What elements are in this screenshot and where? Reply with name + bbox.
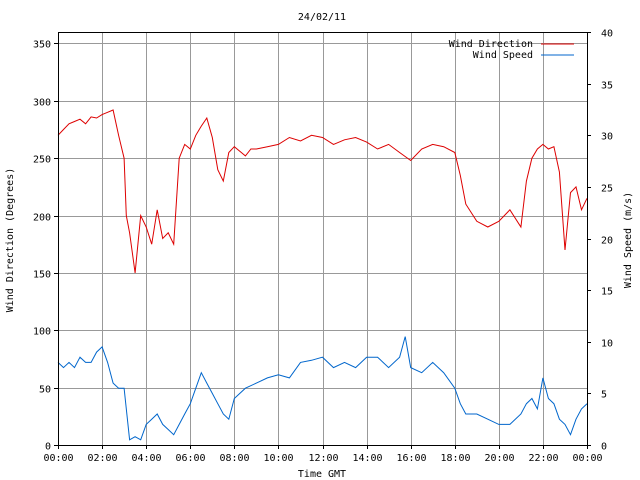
x-tick-label: 16:00 <box>396 453 426 464</box>
wind-direction-line <box>57 109 588 273</box>
y-tick-label-left: 150 <box>33 270 51 281</box>
y-tick-label-left: 250 <box>33 155 51 166</box>
legend-label: Wind Direction <box>449 39 533 50</box>
x-tick-label: 22:00 <box>528 453 558 464</box>
x-tick-label: 18:00 <box>440 453 470 464</box>
x-tick-label: 14:00 <box>352 453 382 464</box>
y-tick-label-left: 50 <box>39 385 51 396</box>
y-tick-label-right: 0 <box>601 442 607 453</box>
y-tick-label-right: 20 <box>601 236 613 247</box>
x-tick-label: 08:00 <box>219 453 249 464</box>
x-tick-label: 02:00 <box>87 453 117 464</box>
y-tick-label-right: 5 <box>601 390 607 401</box>
y-tick-label-left: 350 <box>33 40 51 51</box>
x-tick-label: 20:00 <box>484 453 514 464</box>
y-tick-label-left: 0 <box>45 442 51 453</box>
y-tick-label-right: 25 <box>601 184 613 195</box>
axes: 00:00 02:00 04:00 06:00 08:00 10:00 12:00 14:00… <box>33 29 613 465</box>
series <box>57 109 588 441</box>
y-tick-label-right: 10 <box>601 339 613 350</box>
x-axis-label: Time GMT <box>298 469 346 480</box>
x-tick-label: 10:00 <box>263 453 293 464</box>
y-tick-label-right: 15 <box>601 287 613 298</box>
chart-title: 24/02/11 <box>298 12 346 23</box>
grid <box>58 32 587 445</box>
y-tick-label-right: 40 <box>601 29 613 40</box>
x-tick-label: 06:00 <box>175 453 205 464</box>
y-tick-label-right: 30 <box>601 132 613 143</box>
legend-label: Wind Speed <box>473 50 533 61</box>
y-axis-label-right: Wind Speed (m/s) <box>623 192 634 288</box>
y-tick-label-left: 200 <box>33 213 51 224</box>
y-axis-label-left: Wind Direction (Degrees) <box>5 168 16 313</box>
wind-speed-line <box>57 336 588 441</box>
y-tick-label-left: 100 <box>33 327 51 338</box>
x-tick-label: 12:00 <box>308 453 338 464</box>
y-tick-label-right: 35 <box>601 81 613 92</box>
y-tick-label-left: 300 <box>33 98 51 109</box>
x-tick-label: 04:00 <box>131 453 161 464</box>
x-tick-label: 00:00 <box>43 453 73 464</box>
x-tick-label: 00:00 <box>572 453 602 464</box>
